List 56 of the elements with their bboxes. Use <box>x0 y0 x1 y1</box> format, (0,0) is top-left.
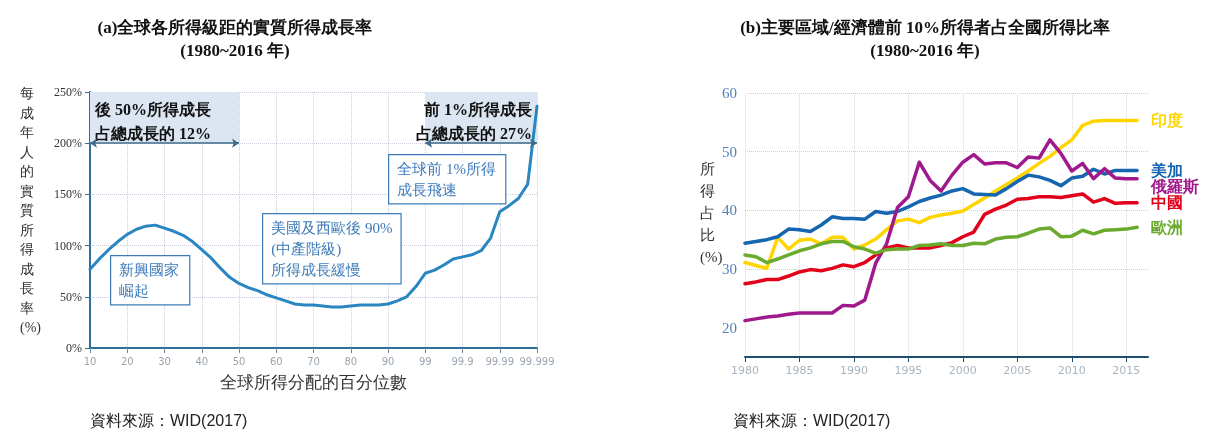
series-label: 美加 <box>1150 160 1184 179</box>
x-tick-label: 20 <box>120 355 134 367</box>
x-tick-label: 1985 <box>785 364 814 377</box>
x-tick-label: 1990 <box>839 364 868 377</box>
x-tick-label: 2015 <box>1112 364 1141 377</box>
x-tick-label: 30 <box>158 355 171 367</box>
source-note: 資料來源：WID(2017) <box>733 411 891 429</box>
y-tick-label: 250% <box>54 85 82 99</box>
x-tick-label: 99 <box>418 355 432 367</box>
x-tick-label: 40 <box>195 355 209 367</box>
series-label: 中國 <box>1151 194 1184 212</box>
x-tick-label: 90 <box>381 355 395 367</box>
y-tick-label: 150% <box>54 187 82 202</box>
x-tick-label: 1980 <box>731 364 759 377</box>
x-tick-label: 2005 <box>1003 364 1032 377</box>
series-label: 印度 <box>1151 111 1184 130</box>
y-tick-label: 40 <box>722 202 737 219</box>
text: 每成年人的實質所得成長率(%) <box>20 86 41 336</box>
x-tick-label: 99.99 <box>485 355 515 367</box>
line-series <box>743 118 1139 271</box>
chart-title: (b)主要區域/經濟體前 10%所得者占全國所得比率 <box>740 18 1110 37</box>
x-tick-label: 80 <box>344 355 358 367</box>
chart-subtitle: (1980~2016 年) <box>870 41 980 60</box>
chart-title: (a)全球各所得級距的實質所得成長率 <box>97 18 373 37</box>
x-tick-label: 60 <box>269 355 283 367</box>
x-tick-label: 2010 <box>1057 364 1086 377</box>
y-tick-label: 200% <box>54 136 82 151</box>
x-tick-label: 1995 <box>894 364 923 377</box>
x-tick-label: 10 <box>83 355 97 367</box>
x-tick-label: 99.9 <box>451 355 474 367</box>
y-axis-title: 所得占比(%) <box>700 161 723 266</box>
y-tick-label: 30 <box>722 261 737 277</box>
x-tick-label: 70 <box>307 355 320 367</box>
line-series <box>743 225 1139 265</box>
y-tick-label: 50 <box>722 143 737 160</box>
y-tick-label: 0% <box>66 341 82 355</box>
y-tick-label: 100% <box>54 238 82 253</box>
series-label: 俄羅斯 <box>1150 177 1200 195</box>
x-tick-label: 2000 <box>948 364 977 377</box>
band-label: 前 1%所得成長占總成長的 27% <box>416 100 532 142</box>
x-tick-label: 99.999 <box>519 355 555 367</box>
chart-subtitle: (1980~2016 年) <box>180 41 290 60</box>
x-axis-title: 全球所得分配的百分位數 <box>220 373 407 392</box>
annotation: 美國及西歐後 90% (中產階級) 所得成長緩慢 <box>271 219 393 278</box>
y-tick-label: 60 <box>722 85 737 101</box>
y-tick-label: 20 <box>722 319 737 336</box>
line-series <box>743 138 1139 323</box>
series-label: 歐洲 <box>1151 218 1184 236</box>
annotation: 新興國家崛起 <box>119 261 180 299</box>
band-label: 後 50%所得成長占總成長的 12% <box>94 100 211 142</box>
source-note: 資料來源：WID(2017) <box>90 411 248 429</box>
annotation: 全球前 1%所得成長飛速 <box>397 160 496 198</box>
line-series <box>743 192 1139 286</box>
y-tick-label: 50% <box>60 289 82 304</box>
line-series <box>743 167 1139 245</box>
x-tick-label: 50 <box>232 355 246 367</box>
